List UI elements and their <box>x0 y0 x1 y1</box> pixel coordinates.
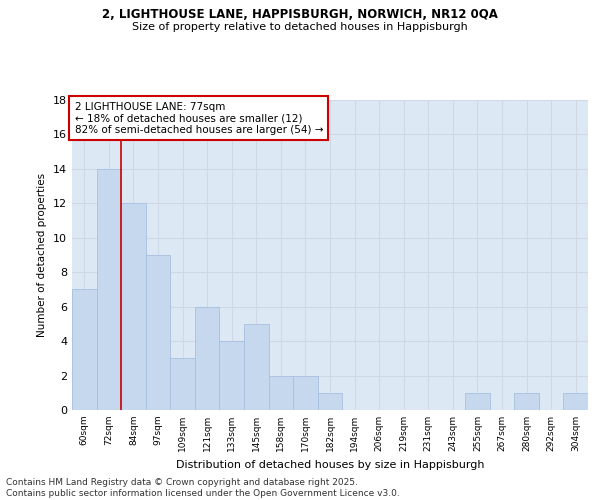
Bar <box>318 393 342 410</box>
Bar <box>465 393 490 410</box>
X-axis label: Distribution of detached houses by size in Happisburgh: Distribution of detached houses by size … <box>176 460 484 469</box>
Bar <box>72 290 97 410</box>
Text: 2 LIGHTHOUSE LANE: 77sqm
← 18% of detached houses are smaller (12)
82% of semi-d: 2 LIGHTHOUSE LANE: 77sqm ← 18% of detach… <box>74 102 323 134</box>
Y-axis label: Number of detached properties: Number of detached properties <box>37 173 47 337</box>
Bar <box>244 324 269 410</box>
Text: Contains HM Land Registry data © Crown copyright and database right 2025.
Contai: Contains HM Land Registry data © Crown c… <box>6 478 400 498</box>
Bar <box>563 393 588 410</box>
Bar <box>514 393 539 410</box>
Bar <box>195 306 220 410</box>
Bar <box>146 255 170 410</box>
Bar <box>269 376 293 410</box>
Bar <box>170 358 195 410</box>
Text: 2, LIGHTHOUSE LANE, HAPPISBURGH, NORWICH, NR12 0QA: 2, LIGHTHOUSE LANE, HAPPISBURGH, NORWICH… <box>102 8 498 20</box>
Bar <box>293 376 318 410</box>
Text: Size of property relative to detached houses in Happisburgh: Size of property relative to detached ho… <box>132 22 468 32</box>
Bar <box>121 204 146 410</box>
Bar <box>220 341 244 410</box>
Bar <box>97 169 121 410</box>
